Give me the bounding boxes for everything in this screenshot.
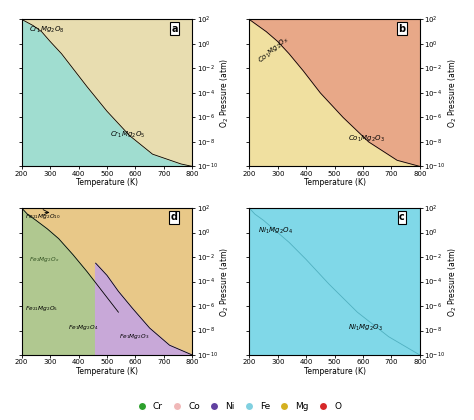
X-axis label: Temperature (K): Temperature (K) [303,178,365,187]
Text: c: c [399,213,405,223]
Text: a: a [171,24,178,34]
X-axis label: Temperature (K): Temperature (K) [303,367,365,375]
Text: Fe$_2$Mg$_2$O$_x$: Fe$_2$Mg$_2$O$_x$ [28,255,59,264]
Text: Fe$_{21}$Mg$_2$O$_5$: Fe$_{21}$Mg$_2$O$_5$ [25,304,58,312]
Y-axis label: O$_2$ Pressure (atm): O$_2$ Pressure (atm) [447,58,459,128]
Text: d: d [171,213,178,223]
Text: Ni$_1$Mg$_2$O$_3$: Ni$_1$Mg$_2$O$_3$ [348,323,383,333]
X-axis label: Temperature (K): Temperature (K) [76,367,138,375]
Text: Cr$_1$Mg$_2$O$_8$: Cr$_1$Mg$_2$O$_8$ [28,25,64,35]
Text: Ni$_1$Mg$_2$O$_4$: Ni$_1$Mg$_2$O$_4$ [258,226,292,236]
Text: Fe$_1$Mg$_2$O$_4$: Fe$_1$Mg$_2$O$_4$ [68,323,98,332]
Y-axis label: O$_2$ Pressure (atm): O$_2$ Pressure (atm) [447,247,459,317]
Text: b: b [399,24,406,34]
Text: Fe$_{21}$Mg$_2$O$_{10}$: Fe$_{21}$Mg$_2$O$_{10}$ [25,213,61,221]
Text: Co$_1$Mg$_2$O$_3$: Co$_1$Mg$_2$O$_3$ [348,134,385,144]
Legend: Cr, Co, Ni, Fe, Mg, O: Cr, Co, Ni, Fe, Mg, O [129,399,345,415]
Y-axis label: O$_2$ Pressure (atm): O$_2$ Pressure (atm) [219,58,231,128]
Y-axis label: O$_2$ Pressure (atm): O$_2$ Pressure (atm) [219,247,231,317]
Text: Fe$_1$Mg$_2$O$_3$: Fe$_1$Mg$_2$O$_3$ [119,331,149,341]
Polygon shape [22,19,192,166]
Polygon shape [22,208,119,355]
X-axis label: Temperature (K): Temperature (K) [76,178,138,187]
Text: Cr$_1$Mg$_2$O$_5$: Cr$_1$Mg$_2$O$_5$ [110,130,146,140]
Text: Co$_1$Mg$_2$O$_x$: Co$_1$Mg$_2$O$_x$ [256,34,291,66]
Polygon shape [96,263,192,355]
Polygon shape [249,19,420,166]
